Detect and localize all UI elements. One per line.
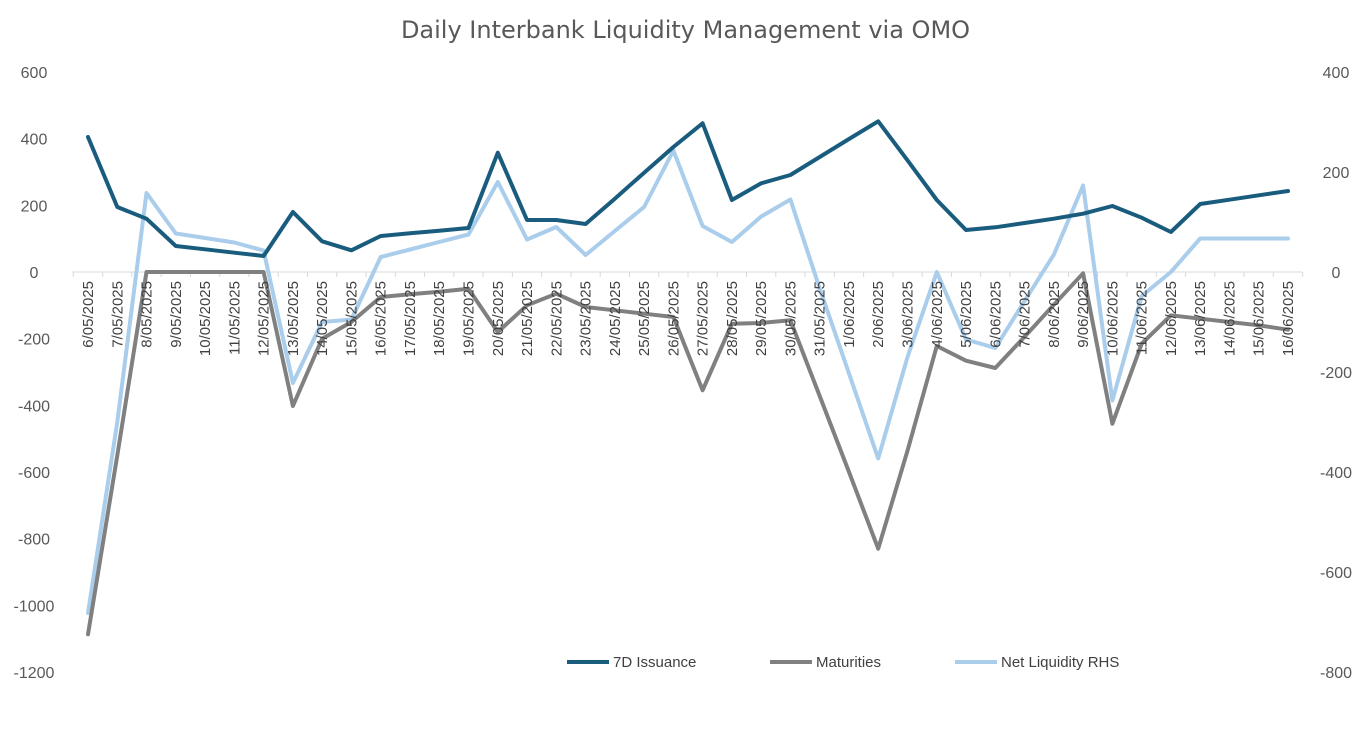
legend-item: Maturities <box>770 654 881 671</box>
x-category-label: 9/06/2025 <box>1075 281 1092 348</box>
y-left-tick-label: -1000 <box>14 598 55 615</box>
x-category-label: 5/06/2025 <box>958 281 975 348</box>
legend-layer: 7D Issuance Maturities Net Liquidity RHS <box>567 654 1119 671</box>
x-category-label: 11/06/2025 <box>1134 281 1151 355</box>
x-category-label: 25/05/2025 <box>636 281 653 356</box>
y-right-tick-label: 400 <box>1323 65 1350 82</box>
legend-item: Net Liquidity RHS <box>955 654 1119 671</box>
x-category-label: 3/06/2025 <box>900 281 917 348</box>
x-category-label: 15/05/2025 <box>343 281 360 356</box>
x-category-label: 10/06/2025 <box>1104 281 1121 356</box>
x-category-label: 23/05/2025 <box>578 281 595 356</box>
x-category-label: 7/05/2025 <box>109 281 126 348</box>
x-category-label: 9/05/2025 <box>168 281 185 348</box>
y-left-tick-label: -600 <box>18 465 50 482</box>
x-category-label: 20/05/2025 <box>490 281 507 356</box>
y-left-tick-label: 200 <box>21 198 48 215</box>
x-category-label: 18/05/2025 <box>431 281 448 356</box>
x-category-label: 29/05/2025 <box>753 281 770 356</box>
y-right-tick-label: -400 <box>1320 465 1352 482</box>
y-left-tick-label: -800 <box>18 532 50 549</box>
y-right-tick-label: -200 <box>1320 365 1352 382</box>
y-left-tick-label: -1200 <box>14 665 55 682</box>
x-category-label: 22/05/2025 <box>548 281 565 356</box>
x-category-label: 6/06/2025 <box>987 281 1004 348</box>
series-line-net-liquidity-rhs <box>86 148 1290 615</box>
x-category-label: 10/05/2025 <box>197 281 214 356</box>
axes-layer: -1200 -1000 -800 -600 -400 -200 0 200 400 600 -800… <box>14 65 1353 682</box>
x-category-label: 15/06/2025 <box>1251 281 1268 356</box>
series-layer <box>86 119 1290 637</box>
x-category-label: 28/05/2025 <box>724 281 741 356</box>
chart-title: Daily Interbank Liquidity Management via… <box>400 16 971 44</box>
y-right-tick-label: 0 <box>1332 265 1341 282</box>
legend-label: Net Liquidity RHS <box>1001 654 1119 671</box>
x-category-label: 17/05/2025 <box>402 281 419 356</box>
x-category-label: 8/06/2025 <box>1046 281 1063 348</box>
y-right-tick-label: -800 <box>1320 665 1352 682</box>
series-line-7d-issuance <box>86 119 1290 258</box>
x-category-label: 19/05/2025 <box>460 281 477 356</box>
x-category-label: 12/05/2025 <box>256 281 273 356</box>
x-category-label: 26/05/2025 <box>665 281 682 356</box>
x-category-label: 27/05/2025 <box>695 281 712 356</box>
x-category-label: 16/06/2025 <box>1280 281 1297 356</box>
x-category-label: 7/06/2025 <box>1017 281 1034 348</box>
x-category-label: 31/05/2025 <box>812 281 829 356</box>
x-category-label: 24/05/2025 <box>607 281 624 356</box>
y-right-tick-label: 200 <box>1323 165 1350 182</box>
x-category-label: 16/05/2025 <box>373 281 390 356</box>
y-left-tick-label: 600 <box>21 65 48 82</box>
y-right-tick-label: -600 <box>1320 565 1352 582</box>
x-category-label: 13/06/2025 <box>1192 281 1209 356</box>
x-category-label: 12/06/2025 <box>1163 281 1180 356</box>
x-category-label: 8/05/2025 <box>139 281 156 348</box>
y-left-tick-label: 0 <box>30 265 39 282</box>
legend-label: Maturities <box>816 654 881 671</box>
y-left-tick-label: -400 <box>18 398 50 415</box>
x-category-label: 2/06/2025 <box>870 281 887 348</box>
x-category-label: 21/05/2025 <box>519 281 536 356</box>
series-line-maturities <box>86 270 1290 637</box>
x-category-label: 30/05/2025 <box>782 281 799 356</box>
legend-item: 7D Issuance <box>567 654 696 671</box>
y-left-tick-label: -200 <box>18 332 50 349</box>
y-left-tick-label: 400 <box>21 132 48 149</box>
x-category-label: 6/05/2025 <box>80 281 97 348</box>
legend-label: 7D Issuance <box>613 654 696 671</box>
x-category-label: 1/06/2025 <box>841 281 858 348</box>
x-category-label: 4/06/2025 <box>929 281 946 348</box>
x-category-label: 14/06/2025 <box>1221 281 1238 356</box>
x-category-label: 13/05/2025 <box>285 281 302 356</box>
category-labels-layer: 6/05/2025 7/05/2025 8/05/2025 9/05/2025 10/0… <box>80 281 1297 356</box>
x-category-label: 11/05/2025 <box>226 281 243 355</box>
x-category-label: 14/05/2025 <box>314 281 331 356</box>
